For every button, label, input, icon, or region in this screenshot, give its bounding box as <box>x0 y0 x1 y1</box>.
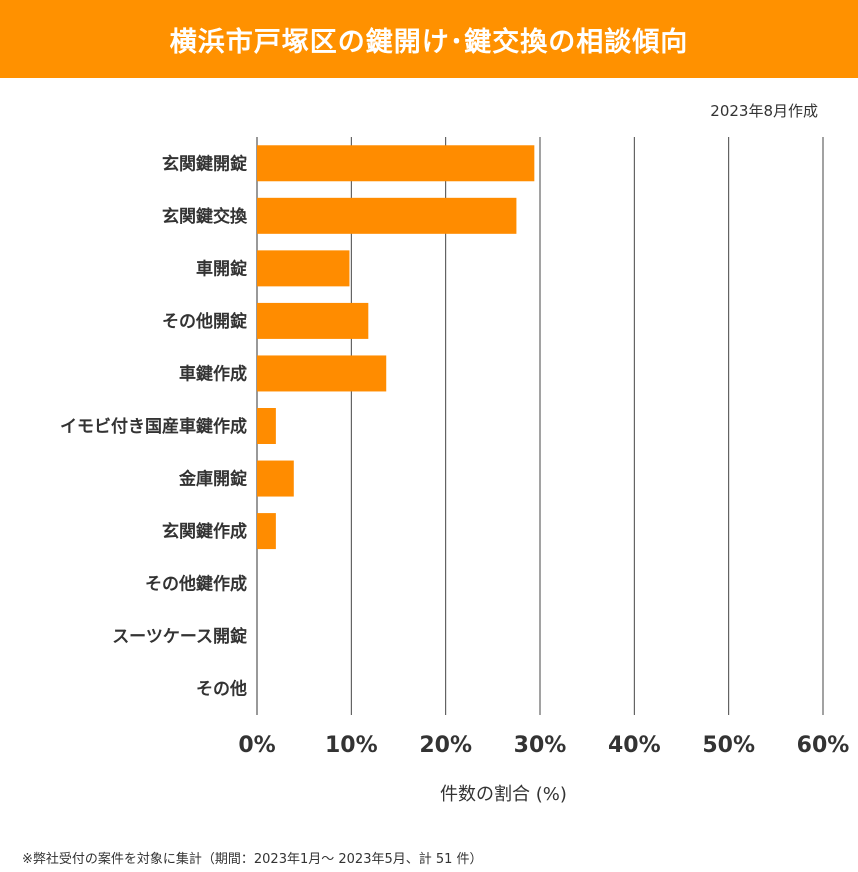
bar <box>257 513 276 550</box>
x-axis-label: 件数の割合 (%) <box>440 784 567 805</box>
bar <box>257 408 276 444</box>
bar <box>257 460 294 497</box>
bar <box>257 355 387 392</box>
category-label: スーツケース開錠 <box>112 626 247 647</box>
x-tick-label: 40% <box>608 733 661 758</box>
bar <box>257 250 350 287</box>
category-label: 玄関鍵交換 <box>162 206 248 227</box>
bar <box>257 302 369 339</box>
date-note: 2023年8月作成 <box>710 102 818 120</box>
category-label: 玄関鍵開錠 <box>162 153 247 174</box>
category-label: 車鍵作成 <box>179 363 247 384</box>
category-label: その他開錠 <box>162 311 247 332</box>
footnote: ※弊社受付の案件を対象に集計（期間：2023年1月～ 2023年5月、計 51 … <box>22 852 483 867</box>
category-label: その他 <box>196 679 247 700</box>
x-tick-label: 60% <box>797 733 850 758</box>
category-label: 車開錠 <box>196 258 247 279</box>
x-tick-label: 20% <box>419 733 472 758</box>
category-label: 金庫開錠 <box>178 469 247 490</box>
x-tick-label: 50% <box>702 733 755 758</box>
chart-title: 横浜市戸塚区の鍵開け･鍵交換の相談傾向 <box>0 0 858 78</box>
x-tick-label: 0% <box>238 733 275 758</box>
x-tick-label: 30% <box>514 733 567 758</box>
bar <box>257 145 535 182</box>
category-label: その他鍵作成 <box>145 574 247 595</box>
category-label: 玄関鍵作成 <box>162 521 247 542</box>
bar <box>257 197 517 234</box>
x-tick-label: 10% <box>325 733 378 758</box>
category-label: イモビ付き国産車鍵作成 <box>60 416 247 437</box>
